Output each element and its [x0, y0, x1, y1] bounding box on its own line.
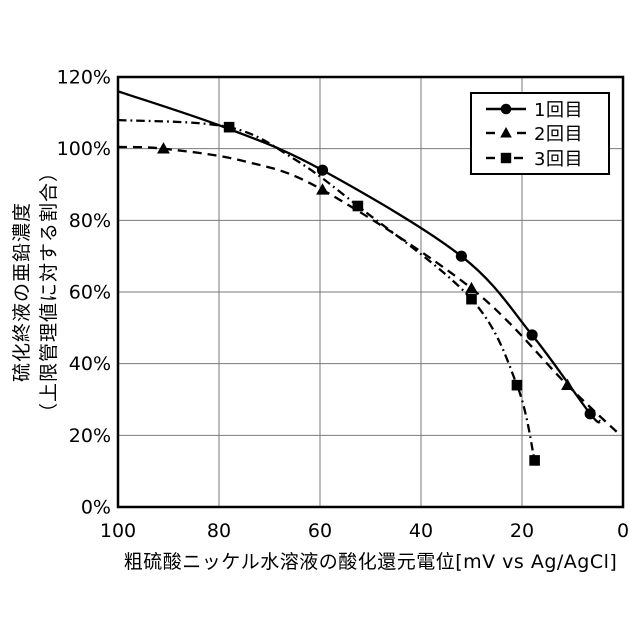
x-tick-label: 100: [100, 520, 136, 542]
legend-solid-circle-icon: [486, 103, 526, 115]
series-curves: [117, 90, 622, 466]
series-line-2: [117, 145, 622, 437]
y-tick-label: 120%: [57, 67, 111, 89]
legend-dashed-triangle-icon: [486, 127, 526, 138]
y-axis-title-line1: 硫化終液の亜鉛濃度: [11, 201, 33, 383]
data-point-circle: [455, 250, 467, 262]
legend-label-3: 3回目: [534, 148, 583, 170]
data-point-triangle: [316, 183, 329, 195]
data-point-triangle: [561, 378, 574, 390]
y-axis-title-line2: （上限管理値に対する割合）: [38, 161, 60, 423]
x-tick-label: 80: [207, 520, 231, 542]
y-tick-label: 80%: [69, 210, 111, 232]
legend-label-2: 2回目: [534, 124, 583, 146]
legend-label-1: 1回目: [534, 100, 583, 122]
x-tick-label: 40: [409, 520, 433, 542]
y-tick-label: 40%: [69, 353, 111, 375]
data-point-square: [223, 121, 235, 133]
data-point-circle: [526, 329, 538, 341]
x-tick-label: 20: [510, 520, 534, 542]
data-point-square: [529, 455, 540, 466]
data-point-square: [466, 293, 477, 305]
data-point-triangle: [157, 142, 170, 154]
data-point-square: [511, 379, 523, 391]
y-tick-label: 100%: [57, 138, 111, 160]
plot-border: [116, 75, 625, 509]
legend-dashdot-square-icon: [486, 152, 523, 164]
legend-item-1: 1回目: [486, 97, 602, 121]
y-tick-labels: 0% 20% 40% 60% 80% 100% 120%: [57, 67, 111, 519]
y-axis-title: 硫化終液の亜鉛濃度 （上限管理値に対する割合）: [9, 162, 63, 422]
x-tick-labels: 100 80 60 40 20 0: [100, 520, 629, 542]
x-tick-label: 60: [308, 520, 332, 542]
legend-item-3: 3回目: [486, 146, 602, 170]
y-tick-label: 0%: [81, 497, 111, 519]
data-point-circle: [316, 164, 329, 176]
x-tick-label: 0: [617, 520, 629, 542]
y-tick-label: 60%: [69, 282, 111, 304]
data-point-square: [352, 200, 364, 212]
legend: 1回目 2回目 3回目: [470, 92, 610, 175]
legend-item-2: 2回目: [486, 121, 602, 145]
data-point-triangle: [465, 281, 478, 294]
x-axis-title: 粗硫酸ニッケル水溶液の酸化還元電位[mV vs Ag/AgCl]: [123, 551, 618, 573]
y-tick-label: 20%: [69, 425, 111, 447]
